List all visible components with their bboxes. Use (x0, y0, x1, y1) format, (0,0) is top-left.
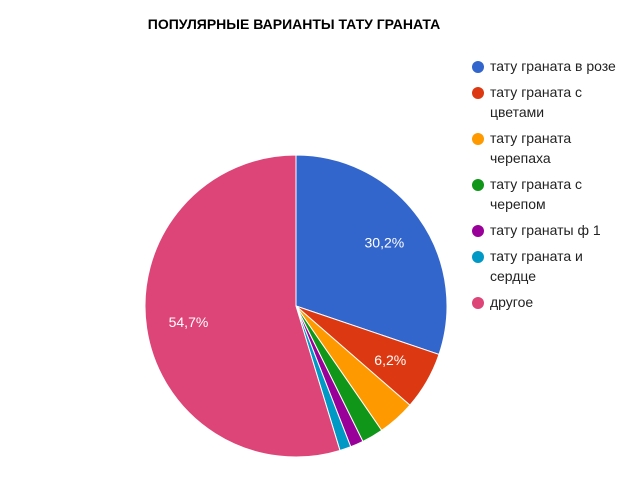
pie-data-label-6: 54,7% (169, 314, 209, 330)
legend-item-3[interactable]: тату граната с черепом (472, 174, 632, 214)
legend-label: другое (490, 294, 534, 310)
chart-title: ПОПУЛЯРНЫЕ ВАРИАНТЫ ТАТУ ГРАНАТА (147, 16, 441, 32)
legend-item-0[interactable]: тату граната в розе (472, 56, 632, 76)
legend-label: тату граната и сердце (490, 248, 583, 284)
legend-item-6[interactable]: другое (472, 292, 632, 312)
legend-label: тату гранаты ф 1 (490, 222, 601, 238)
legend-label: тату граната в розе (490, 58, 616, 74)
legend-swatch-icon (472, 133, 484, 145)
legend-swatch-icon (472, 179, 484, 191)
legend-swatch-icon (472, 87, 484, 99)
legend-item-1[interactable]: тату граната с цветами (472, 82, 632, 122)
legend-swatch-icon (472, 225, 484, 237)
pie-data-label-0: 30,2% (365, 235, 405, 251)
legend-label: тату граната с черепом (490, 176, 583, 212)
legend-item-4[interactable]: тату гранаты ф 1 (472, 220, 632, 240)
legend-label: тату граната черепаха (490, 130, 572, 166)
legend-swatch-icon (472, 61, 484, 73)
legend-item-5[interactable]: тату граната и сердце (472, 246, 632, 286)
legend-label: тату граната с цветами (490, 84, 583, 120)
legend-swatch-icon (472, 297, 484, 309)
legend-item-2[interactable]: тату граната черепаха (472, 128, 632, 168)
pie-slice-6[interactable] (144, 154, 341, 458)
legend: тату граната в розе тату граната с цветам… (472, 56, 632, 318)
pie-data-label-1: 6,2% (374, 352, 406, 368)
pie-slice-0[interactable] (295, 154, 448, 356)
legend-swatch-icon (472, 251, 484, 263)
